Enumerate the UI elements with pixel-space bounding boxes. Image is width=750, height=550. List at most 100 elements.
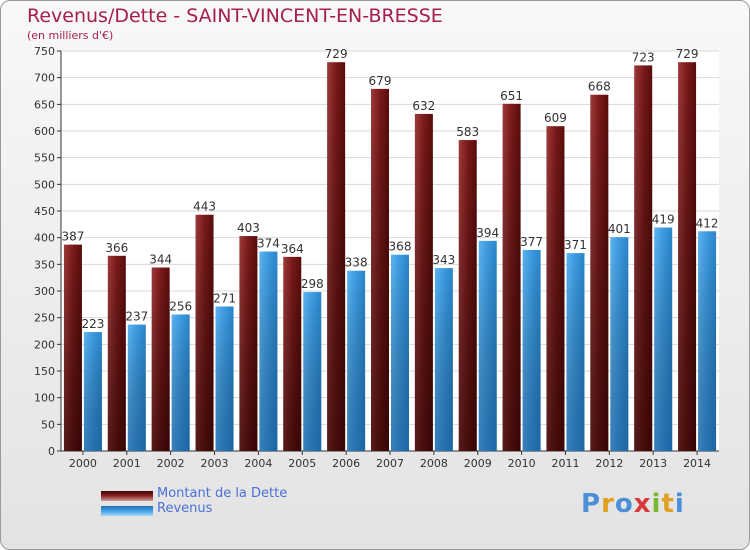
y-tick-label: 500	[34, 178, 55, 191]
y-tick-label: 100	[34, 392, 55, 405]
data-label-revenus: 419	[652, 213, 675, 227]
bar-revenus-shade	[171, 314, 190, 451]
bar-dette-shade	[327, 62, 346, 451]
y-tick-label: 150	[34, 365, 55, 378]
bar-dette-shade	[546, 126, 565, 451]
x-tick-label: 2011	[551, 457, 579, 470]
y-tick-label: 50	[41, 418, 55, 431]
data-label-revenus: 374	[257, 237, 280, 251]
data-label-revenus: 343	[432, 253, 455, 267]
data-label-revenus: 377	[520, 235, 543, 249]
y-tick-label: 200	[34, 338, 55, 351]
bar-revenus-shade	[478, 240, 497, 451]
data-label-revenus: 368	[389, 240, 412, 254]
data-label-dette: 387	[61, 230, 84, 244]
bar-dette-shade	[63, 244, 82, 451]
data-label-dette: 364	[281, 242, 304, 256]
data-label-dette: 723	[632, 50, 655, 64]
bar-dette-shade	[678, 62, 697, 451]
data-label-dette: 668	[588, 80, 611, 94]
bar-revenus-shade	[83, 332, 102, 451]
data-label-revenus: 271	[213, 291, 236, 305]
bar-dette-shade	[458, 140, 477, 452]
bar-dette-shade	[414, 113, 433, 451]
bar-dette-shade	[634, 65, 653, 452]
x-tick-label: 2003	[201, 457, 229, 470]
y-tick-label: 250	[34, 312, 55, 325]
x-tick-label: 2001	[113, 457, 141, 470]
data-label-dette: 403	[237, 221, 260, 235]
data-label-dette: 583	[456, 125, 479, 139]
x-tick-label: 2006	[332, 457, 360, 470]
data-label-revenus: 223	[81, 317, 104, 331]
x-tick-label: 2002	[157, 457, 185, 470]
y-tick-label: 700	[34, 72, 55, 85]
data-label-revenus: 401	[608, 222, 631, 236]
data-label-revenus: 394	[476, 226, 499, 240]
x-tick-label: 2010	[508, 457, 536, 470]
bar-revenus-shade	[259, 251, 278, 451]
data-label-revenus: 371	[564, 238, 587, 252]
x-tick-label: 2008	[420, 457, 448, 470]
y-tick-label: 750	[34, 45, 55, 58]
y-tick-label: 600	[34, 125, 55, 138]
y-tick-label: 350	[34, 258, 55, 271]
proxiti-logo: Proxiti	[581, 489, 685, 519]
bar-dette-shade	[283, 256, 302, 451]
bar-dette-shade	[239, 236, 258, 451]
bar-revenus-shade	[566, 253, 585, 451]
data-label-revenus: 256	[169, 299, 192, 313]
bar-revenus-shade	[522, 249, 541, 451]
data-label-revenus: 298	[301, 277, 324, 291]
legend-swatch-revenus	[101, 506, 153, 516]
bar-dette-shade	[195, 214, 214, 451]
bar-revenus-shade	[347, 270, 366, 451]
bar-dette-shade	[590, 94, 609, 451]
y-tick-label: 400	[34, 232, 55, 245]
bar-revenus-shade	[303, 292, 322, 451]
x-tick-label: 2013	[639, 457, 667, 470]
data-label-dette: 443	[193, 200, 216, 214]
data-label-revenus: 237	[125, 310, 148, 324]
x-tick-label: 2005	[288, 457, 316, 470]
data-label-revenus: 338	[345, 256, 368, 270]
chart-title: Revenus/Dette - SAINT-VINCENT-EN-BRESSE	[27, 5, 443, 27]
y-tick-label: 550	[34, 152, 55, 165]
y-tick-label: 300	[34, 285, 55, 298]
legend-swatch-dette	[101, 491, 153, 501]
x-tick-label: 2012	[595, 457, 623, 470]
data-label-dette: 366	[105, 241, 128, 255]
x-tick-label: 2000	[69, 457, 97, 470]
bar-revenus-shade	[391, 254, 409, 451]
bar-dette-shade	[371, 88, 389, 451]
bar-revenus-shade	[127, 324, 146, 451]
bar-revenus-shade	[434, 268, 453, 451]
x-tick-label: 2004	[244, 457, 272, 470]
data-label-dette: 632	[412, 99, 435, 113]
chart-subtitle: (en milliers d'€)	[27, 29, 114, 42]
bar-revenus-shade	[610, 237, 629, 451]
data-label-dette: 679	[369, 74, 392, 88]
bar-dette-shade	[107, 255, 126, 451]
bar-revenus-shade	[215, 306, 234, 451]
bar-revenus-shade	[654, 227, 673, 451]
x-tick-label: 2014	[683, 457, 711, 470]
data-label-dette: 651	[500, 89, 523, 103]
x-tick-label: 2007	[376, 457, 404, 470]
y-tick-label: 0	[48, 445, 55, 458]
y-tick-label: 450	[34, 205, 55, 218]
x-tick-label: 2009	[464, 457, 492, 470]
y-tick-label: 650	[34, 98, 55, 111]
data-label-dette: 344	[149, 253, 172, 267]
data-label-dette: 729	[676, 47, 699, 61]
bar-revenus-shade	[698, 231, 717, 451]
bar-dette-shade	[151, 267, 170, 451]
data-label-dette: 729	[325, 47, 348, 61]
legend-label-dette: Montant de la Dette	[157, 486, 288, 501]
data-label-dette: 609	[544, 111, 567, 125]
legend-label-revenus: Revenus	[157, 501, 213, 516]
bar-dette-shade	[502, 103, 521, 452]
data-label-revenus: 412	[696, 216, 719, 230]
